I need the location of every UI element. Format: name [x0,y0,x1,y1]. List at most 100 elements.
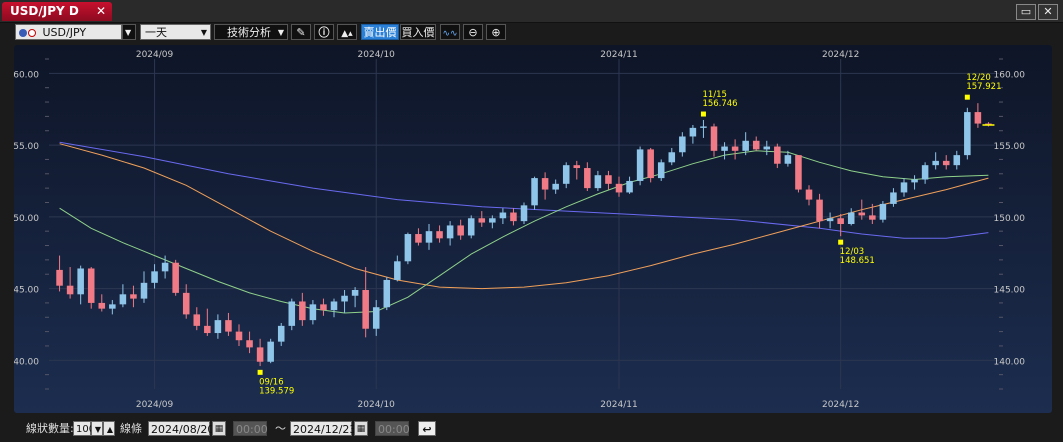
close-window-icon[interactable]: ✕ [1038,4,1058,20]
candle-body [816,199,823,222]
start-time-input: 00:00 [233,421,268,436]
price-chart[interactable]: 140.00 140.00 145.00 145.00 150.00 150.00 155.… [8,45,1052,413]
extreme-marker [964,94,970,100]
candle-body [668,152,676,163]
count-down-icon[interactable]: ▼ [91,421,103,436]
candle-body [890,192,897,204]
x-tick-label-top: 2024/12 [822,50,859,60]
line-label: 線條 [120,422,142,435]
extreme-marker [700,111,706,117]
x-tick-label-top: 2024/11 [600,50,637,60]
extreme-value-label: 156.746 [702,99,737,109]
chart-canvas[interactable]: 140.00 140.00 145.00 145.00 150.00 150.00 155.… [8,45,1052,413]
candle-body [921,165,929,180]
symbol-dropdown-button[interactable]: ▼ [122,24,136,40]
candle-body [383,279,391,308]
end-date-input[interactable]: 2024/12/23 [290,421,356,436]
candle-body [710,126,718,151]
candle-body [594,175,602,189]
candle-body [858,212,866,216]
chart-tab[interactable]: USD/JPY D ✕ [2,2,112,21]
info-button[interactable]: ⓘ [314,24,334,40]
ma-short-line [59,150,989,314]
period-value: 一天 [145,26,167,39]
candle-body [932,160,939,166]
candle-body [246,340,253,348]
candle-body [446,225,454,239]
candle-body [172,262,179,293]
y-tick-label-left: 150.00 [14,214,39,224]
candle-body [805,189,813,200]
zoom-in-button[interactable]: ⊕ [486,24,506,40]
candle-body [731,146,739,151]
x-tick-label-bottom: 2024/10 [358,400,396,410]
candle-body [277,325,285,342]
buy-price-label: 買入價 [401,26,435,39]
candle-body [869,215,876,220]
candle-body [436,231,443,239]
jp-flag-icon [28,29,36,37]
zoom-in-icon: ⊕ [491,26,501,39]
chart-type-button[interactable]: ▲▴ [337,24,357,40]
end-time-input: 00:00 [375,421,410,436]
candle-body [847,212,855,224]
extreme-date-label: 09/16 [259,377,284,387]
candle-body [299,301,306,321]
analysis-select[interactable]: 技術分析 ▼ [214,24,288,40]
sell-price-toggle[interactable]: 賣出價 [361,24,399,40]
y-tick-label-right: 140.00 [994,357,1026,367]
y-tick-label-left: 160.00 [14,70,39,80]
x-tick-label-bottom: 2024/09 [136,400,174,410]
restore-window-icon[interactable]: ▭ [1016,4,1036,20]
extreme-value-label: 139.579 [259,386,294,396]
candle-body [341,295,348,302]
window-titlebar: USD/JPY D ✕ ▭ ✕ [0,0,1063,23]
candle-body [256,347,264,362]
ma-long-line [59,141,989,239]
candle-body [130,294,137,299]
candle-body [288,301,296,326]
candle-body [489,218,496,223]
draw-pencil-button[interactable]: ✎ [291,24,311,40]
candle-body [425,231,433,243]
y-tick-label-right: 155.00 [994,142,1026,152]
calendar-icon[interactable]: ▦ [354,421,368,436]
zoom-out-button[interactable]: ⊖ [463,24,483,40]
candle-body [721,146,728,151]
candle-body [77,268,84,295]
candle-body [457,225,464,236]
calendar-icon[interactable]: ▦ [212,421,226,436]
candle-body [309,304,317,321]
candle-body [87,268,95,303]
candle-body [584,168,591,189]
candle-body [119,294,127,305]
buy-price-toggle[interactable]: 買入價 [400,24,436,40]
period-select[interactable]: 一天 ▼ [140,24,211,40]
y-tick-label-right: 160.00 [994,70,1026,80]
candle-body [182,292,190,315]
symbol-select[interactable]: USD/JPY [15,24,122,40]
candle-body [330,301,338,311]
candle-body [214,320,222,334]
candle-body [151,271,158,283]
count-up-icon[interactable]: ▲ [103,421,115,436]
reset-button[interactable]: ↩ [418,421,436,436]
start-date-input[interactable]: 2024/08/20 [148,421,214,436]
candle-body [953,155,961,166]
extreme-value-label: 148.651 [840,256,875,266]
candle-body [394,261,401,280]
candle-body [900,182,908,193]
candle-body [140,282,148,299]
candle-body [964,112,971,156]
candle-body [467,218,475,236]
candle-body [225,320,232,332]
area-chart-icon: ▲▴ [341,29,353,39]
indicator-button[interactable]: ∿∿ [440,24,460,40]
tab-close-icon[interactable]: ✕ [95,4,106,18]
return-arrow-icon: ↩ [422,423,432,436]
candle-body [204,325,211,334]
candle-body [56,269,63,286]
count-value[interactable]: 100 [73,421,95,436]
x-tick-label-top: 2024/09 [136,50,174,60]
extreme-marker [257,369,263,375]
